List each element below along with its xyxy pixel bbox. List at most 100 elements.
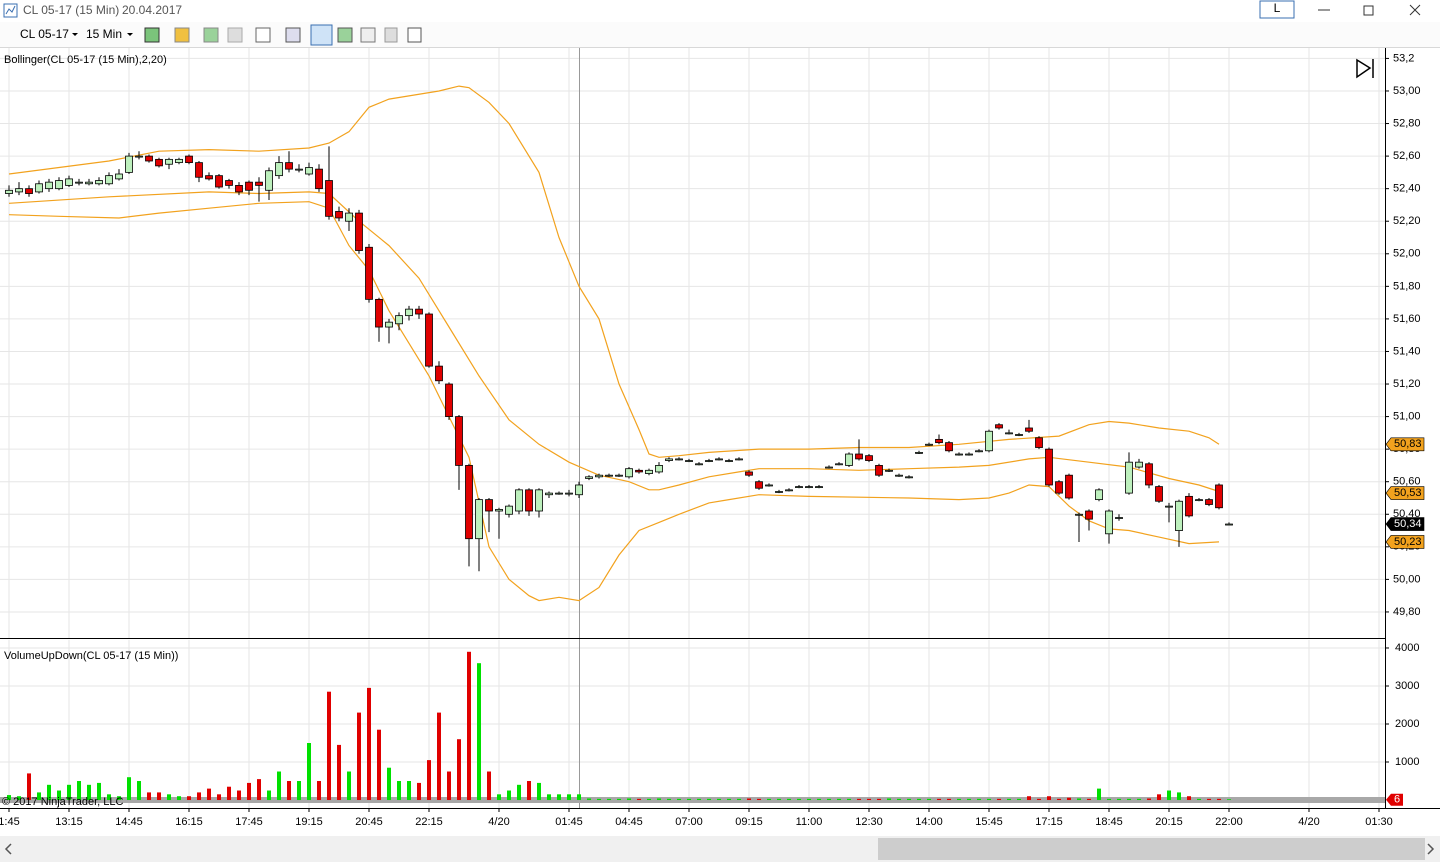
- candle-body: [815, 486, 823, 488]
- candle-body: [1145, 463, 1153, 486]
- candle-body: [935, 438, 943, 444]
- volume-bar: [447, 771, 451, 801]
- volume-bar: [367, 687, 371, 801]
- candle-body: [255, 181, 263, 186]
- volume-marker: [1386, 793, 1403, 806]
- candle-body: [755, 481, 763, 489]
- candle-body: [5, 189, 13, 194]
- data-box-button[interactable]: [337, 27, 353, 43]
- window-title: CL 05-17 (15 Min): [23, 3, 119, 17]
- candle-body: [75, 181, 83, 184]
- restore[interactable]: [1363, 5, 1374, 16]
- price-marker-label: 50,34: [1394, 518, 1422, 530]
- candle-body: [305, 167, 313, 175]
- volume-bar: [727, 798, 731, 801]
- x-tick-label: 14:00: [915, 816, 943, 828]
- interval-selector[interactable]: 15 Min: [86, 27, 122, 41]
- indicator-button[interactable]: [203, 27, 219, 43]
- volume-bar: [637, 798, 641, 801]
- chart-trader-button[interactable]: [310, 24, 333, 46]
- candle-body: [385, 321, 393, 328]
- candle-body: [915, 452, 923, 454]
- volume-bar: [1197, 798, 1201, 801]
- candle-body: [1035, 437, 1043, 448]
- link-button-label[interactable]: L: [1274, 1, 1281, 15]
- properties-button[interactable]: [407, 27, 422, 43]
- volume-bar: [817, 798, 821, 801]
- price-marker: [1385, 517, 1425, 531]
- x-tick-label: 14:45: [115, 816, 143, 828]
- y-tick-label: 52,80: [1393, 117, 1421, 129]
- x-tick-label: 22:15: [415, 816, 443, 828]
- volume-bar: [287, 781, 291, 801]
- title-bar: [0, 0, 1440, 22]
- scrollbar-thumb[interactable]: [878, 838, 1425, 860]
- price-marker-label: 50,23: [1394, 536, 1422, 548]
- candle-body: [725, 460, 733, 462]
- volume-bar: [507, 790, 511, 801]
- volume-bar: [57, 790, 61, 801]
- close[interactable]: [1409, 4, 1421, 16]
- pointer-button[interactable]: [255, 27, 271, 43]
- candle-body: [985, 430, 993, 452]
- candle-body: [865, 455, 873, 461]
- volume-bar: [957, 798, 961, 801]
- y-tick-label: 53,00: [1393, 85, 1421, 97]
- candle-body: [535, 489, 543, 512]
- candle-body: [235, 185, 243, 193]
- candle-body: [1075, 513, 1083, 516]
- candle-body: [615, 474, 623, 477]
- y-tick-label: 3000: [1395, 680, 1419, 692]
- volume-bar: [797, 798, 801, 801]
- volume-bar: [347, 771, 351, 801]
- scroll-right[interactable]: [1427, 843, 1435, 855]
- x-tick-label: 13:15: [55, 816, 83, 828]
- link-button[interactable]: [1259, 0, 1295, 19]
- volume-bar: [167, 794, 171, 801]
- print-button[interactable]: [384, 27, 398, 43]
- candle-body: [855, 453, 863, 460]
- scroll-to-end[interactable]: [1356, 58, 1374, 79]
- volume-bar: [707, 798, 711, 801]
- candle-body: [705, 460, 713, 462]
- volume-bar: [807, 798, 811, 801]
- volume-bar: [117, 796, 121, 801]
- volume-bar: [227, 786, 231, 801]
- x-tick-label: 22:00: [1215, 816, 1243, 828]
- candle-body: [1045, 448, 1053, 486]
- volume-bar: [387, 767, 391, 801]
- volume-bar: [597, 798, 601, 801]
- bar-style-button[interactable]: [144, 27, 160, 43]
- scroll-left[interactable]: [4, 843, 12, 855]
- volume-bar: [437, 712, 441, 801]
- volume-bar: [467, 651, 471, 801]
- volume-bar: [137, 781, 141, 801]
- candle-body: [1215, 484, 1223, 509]
- strategy-button[interactable]: [227, 27, 243, 43]
- candle-body: [325, 180, 333, 217]
- candle-body: [175, 158, 183, 164]
- candle-body: [85, 181, 93, 185]
- x-tick-label: 4/20: [488, 816, 509, 828]
- candle-body: [715, 458, 723, 461]
- zoom-button[interactable]: [285, 27, 301, 43]
- volume-bar: [217, 794, 221, 801]
- volume-bar: [1217, 798, 1221, 801]
- window-date: 20.04.2017: [122, 3, 182, 17]
- draw-tool-button[interactable]: [174, 27, 190, 43]
- volume-bar: [277, 771, 281, 801]
- candle-body: [405, 308, 413, 317]
- dropdown-arrow[interactable]: [127, 33, 133, 36]
- candle-body: [885, 469, 893, 472]
- volume-bar: [1167, 790, 1171, 801]
- volume-bar: [837, 798, 841, 801]
- instrument-selector[interactable]: CL 05-17: [20, 27, 69, 41]
- dropdown-arrow[interactable]: [72, 33, 78, 36]
- snapshot-button[interactable]: [360, 27, 376, 43]
- volume-bar: [27, 773, 31, 801]
- volume-bar: [557, 794, 561, 801]
- volume-bar: [1077, 798, 1081, 801]
- app-icon-line: [5, 5, 16, 15]
- candle-body: [265, 170, 273, 191]
